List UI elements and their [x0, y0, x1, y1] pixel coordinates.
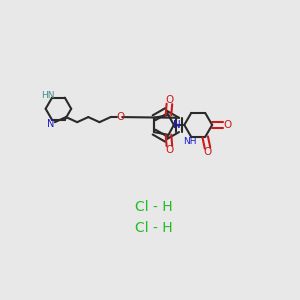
Text: O: O [203, 147, 212, 157]
Text: NH: NH [183, 137, 197, 146]
Text: Cl - H: Cl - H [135, 221, 172, 235]
Text: O: O [165, 95, 173, 105]
Text: O: O [116, 112, 124, 122]
Text: N: N [47, 119, 55, 129]
Text: N: N [173, 120, 181, 130]
Text: HN: HN [41, 91, 55, 100]
Text: O: O [223, 120, 231, 130]
Text: Cl - H: Cl - H [135, 200, 172, 214]
Text: O: O [165, 145, 173, 155]
